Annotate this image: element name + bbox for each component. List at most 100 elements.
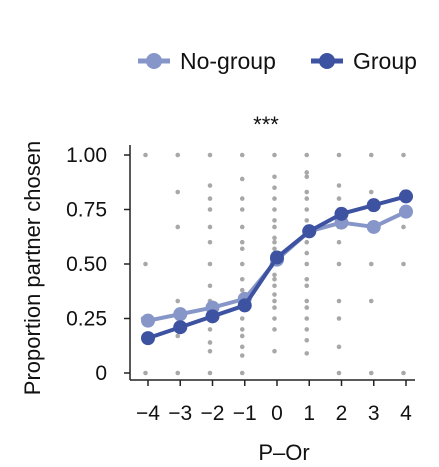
raw-data-point	[239, 344, 245, 350]
data-point	[366, 219, 381, 234]
raw-data-point	[239, 316, 245, 321]
raw-data-point	[304, 338, 310, 343]
raw-data-point	[272, 185, 277, 190]
raw-data-point	[207, 196, 213, 201]
legend-label-no-group: No-group	[180, 48, 276, 74]
raw-data-point	[304, 283, 310, 289]
raw-data-point	[401, 224, 406, 230]
x-tick-label: −1	[233, 402, 257, 425]
x-tick-label: 4	[400, 402, 412, 425]
x-tick-label: −2	[201, 402, 225, 425]
x-tick-label: −3	[168, 402, 192, 425]
series-group	[141, 189, 413, 346]
raw-data-point	[336, 316, 342, 321]
raw-data-point	[336, 344, 342, 350]
data-point	[399, 204, 413, 219]
raw-data-point	[272, 246, 277, 252]
raw-data-point	[239, 196, 245, 201]
x-tick-label: 3	[368, 402, 380, 425]
raw-data-point	[304, 189, 310, 195]
y-axis-ticks: 0 0.25 0.50 0.75 1.00	[66, 144, 130, 385]
raw-data-point	[239, 152, 245, 158]
raw-data-point	[239, 370, 245, 376]
raw-data-point	[272, 298, 277, 304]
raw-data-point	[272, 218, 277, 223]
raw-data-point	[336, 183, 342, 188]
legend-label-group: Group	[353, 48, 417, 74]
raw-data-point	[336, 261, 342, 267]
raw-data-point	[239, 224, 245, 230]
data-point	[141, 331, 155, 346]
raw-data-point	[336, 298, 342, 304]
data-point	[302, 224, 317, 239]
series-line	[147, 194, 407, 341]
data-point	[399, 189, 413, 204]
y-tick-label: 0	[95, 362, 107, 385]
raw-data-point	[272, 196, 277, 201]
raw-data-point	[239, 333, 245, 339]
significance-annotation: ***	[253, 112, 279, 137]
raw-data-point	[304, 351, 310, 356]
data-point	[270, 250, 284, 265]
raw-data-point	[401, 261, 406, 267]
raw-data-point	[368, 152, 374, 158]
raw-data-point	[143, 370, 148, 376]
raw-data-point	[207, 283, 213, 289]
data-point	[237, 298, 252, 313]
raw-data-point	[272, 239, 277, 245]
raw-data-point	[207, 207, 213, 212]
raw-data-point	[143, 152, 148, 158]
raw-data-point	[207, 340, 213, 345]
series-no-group	[141, 204, 413, 328]
raw-data-point	[272, 348, 277, 354]
raw-data-point	[207, 152, 213, 158]
legend: No-group Group	[138, 48, 417, 74]
raw-data-point	[239, 207, 245, 212]
raw-data-point	[207, 261, 213, 267]
raw-data-point	[175, 189, 181, 195]
raw-data-point	[272, 207, 277, 212]
y-tick-label: 0.75	[66, 199, 107, 222]
x-tick-label: 1	[303, 402, 315, 425]
raw-data-point	[272, 272, 277, 278]
raw-data-point	[272, 327, 277, 332]
raw-data-point	[207, 183, 213, 188]
legend-marker-group	[319, 53, 335, 69]
raw-data-point	[239, 246, 245, 252]
raw-data-point	[272, 152, 277, 158]
raw-data-point	[368, 189, 374, 195]
data-point	[141, 313, 155, 328]
raw-data-point	[368, 261, 374, 267]
raw-data-point	[336, 370, 342, 376]
raw-data-point	[239, 327, 245, 332]
raw-data-point	[368, 370, 374, 376]
data-point	[334, 206, 349, 221]
raw-data-point	[304, 174, 310, 180]
raw-data-point	[304, 316, 310, 321]
raw-data-point	[272, 305, 277, 310]
data-point	[205, 309, 220, 324]
raw-data-point	[336, 152, 342, 158]
y-tick-label: 0.50	[66, 253, 107, 276]
series-lines	[141, 189, 413, 346]
raw-data-points	[140, 152, 406, 376]
data-point	[366, 198, 381, 213]
raw-data-point	[272, 283, 277, 289]
raw-data-point	[175, 298, 181, 304]
raw-data-point	[272, 174, 277, 180]
raw-data-point	[304, 170, 310, 175]
raw-data-point	[207, 239, 213, 245]
raw-data-point	[304, 261, 310, 267]
x-tick-label: −4	[136, 402, 160, 425]
axes: 00.250.500.751.00 −4 −3 −2 −1 0 1 2 3 4	[66, 144, 415, 425]
raw-data-point	[239, 276, 245, 282]
y-axis-title: Proportion partner chosen	[20, 141, 45, 395]
raw-data-point	[336, 196, 342, 201]
raw-data-point	[175, 224, 181, 230]
raw-data-point	[304, 305, 310, 310]
raw-data-point	[207, 224, 213, 230]
raw-data-point	[272, 235, 277, 241]
raw-data-point	[304, 207, 310, 212]
data-point	[173, 320, 188, 335]
